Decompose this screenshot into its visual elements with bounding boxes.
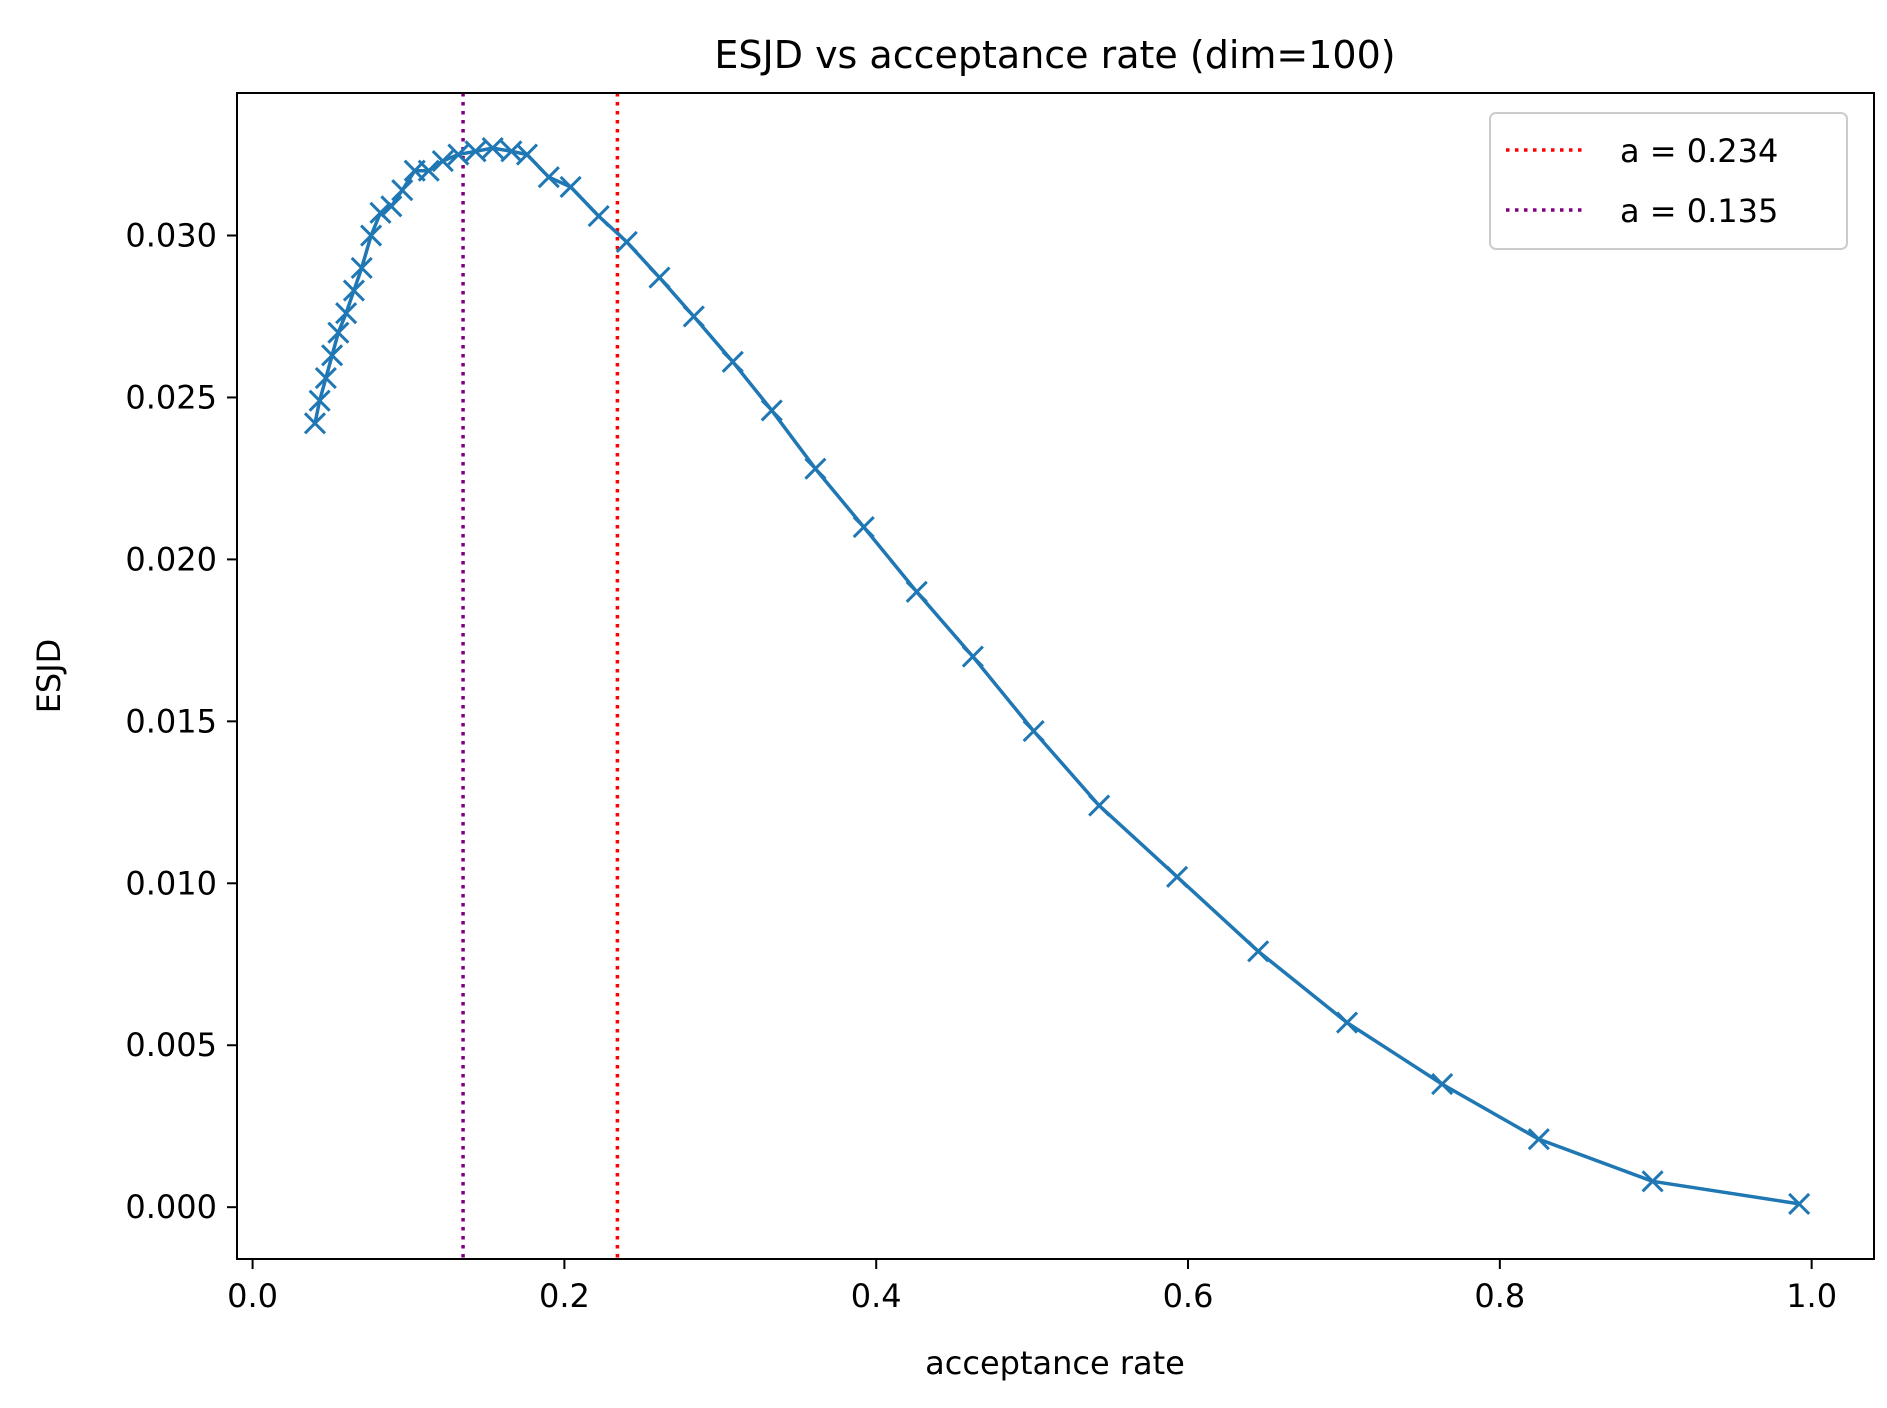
data-point-marker [327,321,350,344]
y-tick-label: 0.020 [125,540,217,578]
data-point-marker [615,230,638,254]
data-point-marker [905,580,928,603]
data-point-marker [360,224,383,247]
data-point-marker [1788,1192,1811,1216]
data-point-marker [587,205,610,228]
data-point-marker [1247,940,1270,963]
data-point-marker [308,389,331,412]
x-tick-label: 0.2 [539,1277,590,1315]
y-tick-label: 0.000 [125,1188,217,1226]
data-point-marker [1088,794,1111,817]
chart-title: ESJD vs acceptance rate (dim=100) [714,33,1395,77]
data-point-marker [537,166,560,189]
data-point-marker [391,179,414,202]
legend-label-1: a = 0.135 [1620,192,1778,230]
data-point-marker [559,175,582,198]
data-point-marker [481,137,504,160]
data-point-marker [721,350,744,373]
data-point-marker [342,279,365,302]
y-tick-label: 0.030 [125,217,217,255]
x-axis-label: acceptance rate [925,1344,1185,1382]
x-tick-label: 0.6 [1163,1277,1214,1315]
y-axis-label: ESJD [30,639,68,714]
data-point-marker [1641,1170,1664,1193]
x-tick-label: 0.0 [227,1277,278,1315]
legend-box [1489,112,1848,250]
data-point-marker [380,195,403,218]
data-point-marker [335,302,358,325]
data-point-marker [1335,1011,1359,1034]
data-point-marker [760,399,783,422]
data-point-marker [314,366,337,390]
data-point-marker [464,140,487,163]
data-series [303,137,1811,1216]
y-axis-ticks: 0.000 0.005 0.010 0.015 0.020 0.025 0.030 [125,217,237,1226]
x-tick-label: 1.0 [1786,1277,1837,1315]
data-point-marker [961,645,984,668]
plot-frame [236,92,1875,1260]
data-point-marker [417,159,440,182]
data-point-marker [852,515,875,539]
data-point-marker [369,201,392,224]
data-point-marker [1527,1128,1550,1151]
data-point-marker [447,143,470,166]
data-point-marker [431,149,454,173]
data-point-marker [303,412,327,435]
y-tick-label: 0.010 [125,864,217,902]
x-tick-label: 0.4 [851,1277,902,1315]
data-point-marker [1431,1073,1454,1096]
data-point-marker [804,457,827,480]
data-point-marker [1166,865,1189,888]
data-point-marker [648,266,671,289]
data-point-marker [350,256,373,279]
data-point-marker [321,344,344,367]
x-axis-ticks: 0.0 0.2 0.4 0.6 0.8 1.0 [227,1259,1837,1315]
x-tick-label: 0.8 [1474,1277,1525,1315]
data-point-marker [515,143,539,166]
data-point-marker [1022,720,1045,743]
y-tick-label: 0.025 [125,378,217,416]
legend: a = 0.234 a = 0.135 [1489,112,1848,250]
y-tick-label: 0.015 [125,702,217,740]
legend-label-0: a = 0.234 [1620,132,1778,170]
data-point-marker [682,305,705,328]
y-tick-label: 0.005 [125,1026,217,1064]
